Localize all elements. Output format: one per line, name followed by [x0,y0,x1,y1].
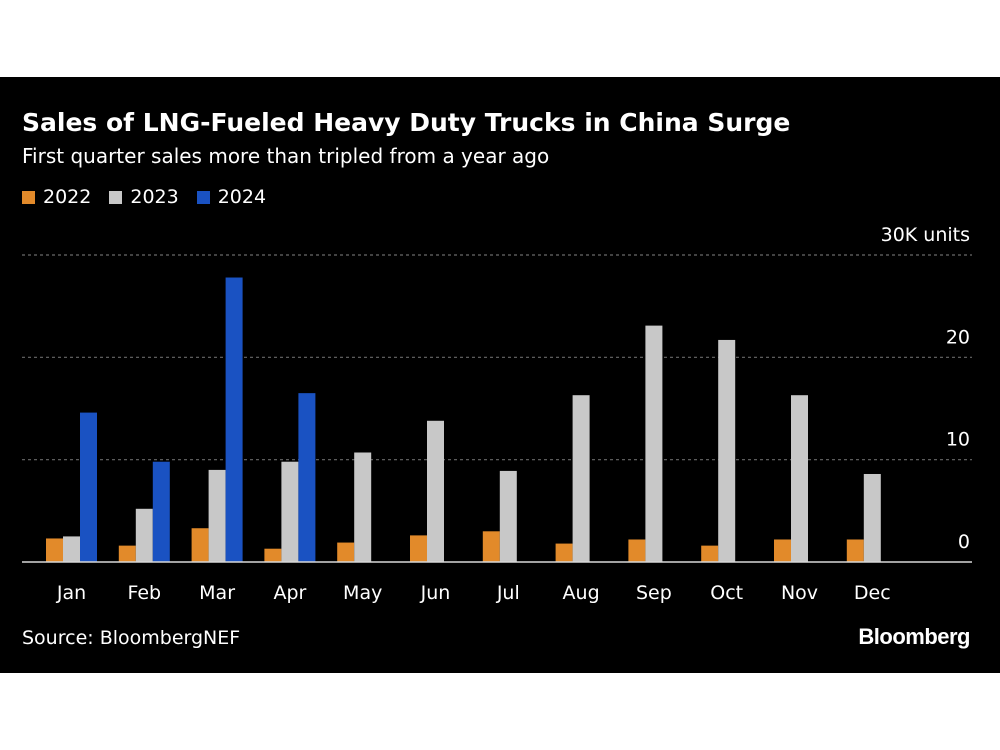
legend-label-2024: 2024 [217,186,267,208]
legend-item-2022: 2022 [22,186,91,208]
x-tick-label: Oct [710,582,743,604]
chart-panel [0,77,1000,673]
x-tick-label: May [343,582,382,604]
bar-2023-aug [572,395,590,562]
bar-2023-apr [281,461,299,562]
bar-2023-sep [645,325,663,562]
chart-legend: 2022 2023 2024 [22,186,284,208]
bar-2023-feb [135,508,153,562]
y-tick-label: 20 [946,326,970,348]
x-tick-label: Jan [56,582,86,604]
bar-2022-jul [482,531,500,562]
bar-2023-may [354,452,372,562]
bar-2022-jan [46,538,63,562]
x-tick-label: Jul [496,582,520,604]
bar-2024-apr [298,393,316,562]
bar-2022-sep [628,539,646,562]
bar-2022-may [337,542,355,562]
bar-2023-jul [499,470,517,562]
bar-2022-aug [555,543,573,562]
x-tick-label: Aug [563,582,600,604]
legend-label-2022: 2022 [43,186,92,208]
legend-item-2023: 2023 [109,186,179,208]
x-tick-label: Dec [854,582,891,604]
x-tick-label: Apr [273,582,306,604]
bar-2023-nov [791,395,808,562]
bar-2024-jan [80,412,97,562]
legend-label-2023: 2023 [130,186,179,208]
bar-2024-feb [152,461,170,562]
chart-title: Sales of LNG-Fueled Heavy Duty Trucks in… [22,108,791,137]
bar-2024-mar [225,277,243,562]
x-tick-label: Nov [781,582,818,604]
y-tick-label: 10 [946,429,970,451]
bar-2022-nov [774,539,791,562]
bar-2022-feb [118,545,136,562]
bar-2022-oct [701,545,719,562]
x-tick-label: Jun [420,582,451,604]
bar-2023-jun [427,420,444,562]
bar-2023-dec [863,473,881,562]
legend-swatch-2024 [196,190,210,204]
bar-2022-apr [264,548,282,562]
y-tick-label: 0 [958,531,970,553]
bar-2022-jun [410,535,427,562]
x-tick-label: Feb [127,582,161,604]
legend-item-2024: 2024 [196,186,267,208]
chart-subtitle: First quarter sales more than tripled fr… [22,144,550,168]
legend-swatch-2022 [22,190,35,204]
bar-2023-mar [208,469,226,562]
y-tick-label: 30K units [881,224,970,246]
x-tick-label: Sep [636,582,672,604]
bar-2023-oct [718,339,736,562]
x-tick-label: Mar [199,582,235,604]
bar-2022-mar [191,528,209,562]
bloomberg-logo: Bloomberg [858,624,970,649]
source-note: Source: BloombergNEF [22,627,241,649]
bar-2022-dec [846,539,864,562]
bar-2023-jan [63,536,80,562]
legend-swatch-2023 [109,190,123,204]
